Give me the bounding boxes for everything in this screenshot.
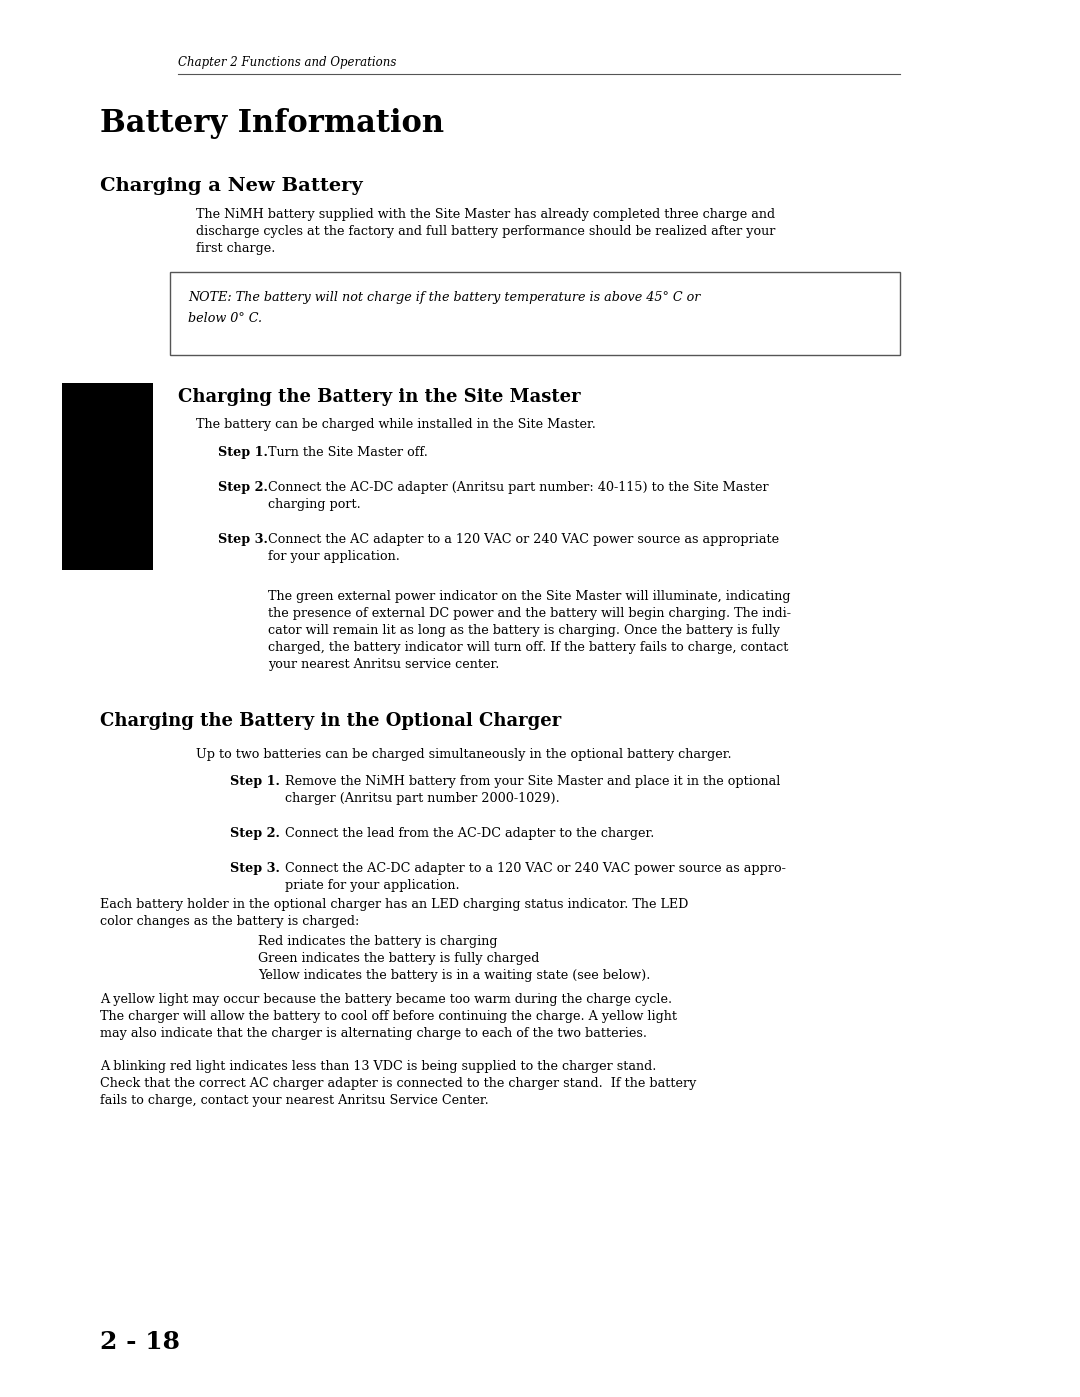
Text: A yellow light may occur because the battery became too warm during the charge c: A yellow light may occur because the bat…	[100, 993, 672, 1006]
Text: 2 - 18: 2 - 18	[100, 1330, 180, 1354]
Text: Step 1.: Step 1.	[218, 446, 268, 460]
Text: Step 3.: Step 3.	[218, 534, 268, 546]
Bar	[62, 383, 153, 570]
Text: Chapter 2 Functions and Operations: Chapter 2 Functions and Operations	[178, 56, 396, 68]
Text: Step 1.: Step 1.	[230, 775, 280, 788]
Text: Connect the AC adapter to a 120 VAC or 240 VAC power source as appropriate: Connect the AC adapter to a 120 VAC or 2…	[268, 534, 779, 546]
Text: Step 2.: Step 2.	[218, 481, 268, 495]
Text: Connect the lead from the AC-DC adapter to the charger.: Connect the lead from the AC-DC adapter …	[285, 827, 654, 840]
Text: Charging a New Battery: Charging a New Battery	[100, 177, 363, 196]
Text: Yellow indicates the battery is in a waiting state (see below).: Yellow indicates the battery is in a wai…	[258, 970, 650, 982]
Text: fails to charge, contact your nearest Anritsu Service Center.: fails to charge, contact your nearest An…	[100, 1094, 489, 1106]
Text: Turn the Site Master off.: Turn the Site Master off.	[268, 446, 428, 460]
Text: charger (Anritsu part number 2000-1029).: charger (Anritsu part number 2000-1029).	[285, 792, 559, 805]
Text: The battery can be charged while installed in the Site Master.: The battery can be charged while install…	[195, 418, 596, 432]
Text: Each battery holder in the optional charger has an LED charging status indicator: Each battery holder in the optional char…	[100, 898, 688, 911]
Text: the presence of external DC power and the battery will begin charging. The indi-: the presence of external DC power and th…	[268, 608, 791, 620]
Text: discharge cycles at the factory and full battery performance should be realized : discharge cycles at the factory and full…	[195, 225, 775, 237]
Text: A blinking red light indicates less than 13 VDC is being supplied to the charger: A blinking red light indicates less than…	[100, 1060, 657, 1073]
Text: charged, the battery indicator will turn off. If the battery fails to charge, co: charged, the battery indicator will turn…	[268, 641, 788, 654]
Text: for your application.: for your application.	[268, 550, 400, 563]
Text: Step 3.: Step 3.	[230, 862, 280, 875]
Text: Step 2.: Step 2.	[230, 827, 280, 840]
Text: Red indicates the battery is charging: Red indicates the battery is charging	[258, 935, 498, 949]
Text: The green external power indicator on the Site Master will illuminate, indicatin: The green external power indicator on th…	[268, 590, 791, 604]
Text: charging port.: charging port.	[268, 497, 361, 511]
Text: Battery Information: Battery Information	[100, 108, 444, 138]
Text: Charging the Battery in the Site Master: Charging the Battery in the Site Master	[178, 388, 581, 407]
Text: Green indicates the battery is fully charged: Green indicates the battery is fully cha…	[258, 951, 539, 965]
Text: NOTE: The battery will not charge if the battery temperature is above 45° C or: NOTE: The battery will not charge if the…	[188, 291, 700, 305]
Text: The NiMH battery supplied with the Site Master has already completed three charg: The NiMH battery supplied with the Site …	[195, 208, 775, 221]
Text: priate for your application.: priate for your application.	[285, 879, 460, 893]
Bar	[170, 272, 900, 355]
Text: Connect the AC-DC adapter to a 120 VAC or 240 VAC power source as appro-: Connect the AC-DC adapter to a 120 VAC o…	[285, 862, 786, 875]
Text: below 0° C.: below 0° C.	[188, 312, 262, 326]
Text: Charging the Battery in the Optional Charger: Charging the Battery in the Optional Cha…	[100, 712, 562, 731]
Text: may also indicate that the charger is alternating charge to each of the two batt: may also indicate that the charger is al…	[100, 1027, 647, 1039]
Text: color changes as the battery is charged:: color changes as the battery is charged:	[100, 915, 360, 928]
Text: Up to two batteries can be charged simultaneously in the optional battery charge: Up to two batteries can be charged simul…	[195, 747, 731, 761]
Text: cator will remain lit as long as the battery is charging. Once the battery is fu: cator will remain lit as long as the bat…	[268, 624, 780, 637]
Text: Connect the AC-DC adapter (Anritsu part number: 40-115) to the Site Master: Connect the AC-DC adapter (Anritsu part …	[268, 481, 769, 495]
Text: first charge.: first charge.	[195, 242, 275, 256]
Text: your nearest Anritsu service center.: your nearest Anritsu service center.	[268, 658, 499, 671]
Text: The charger will allow the battery to cool off before continuing the charge. A y: The charger will allow the battery to co…	[100, 1010, 677, 1023]
Text: Remove the NiMH battery from your Site Master and place it in the optional: Remove the NiMH battery from your Site M…	[285, 775, 781, 788]
Text: Check that the correct AC charger adapter is connected to the charger stand.  If: Check that the correct AC charger adapte…	[100, 1077, 697, 1090]
